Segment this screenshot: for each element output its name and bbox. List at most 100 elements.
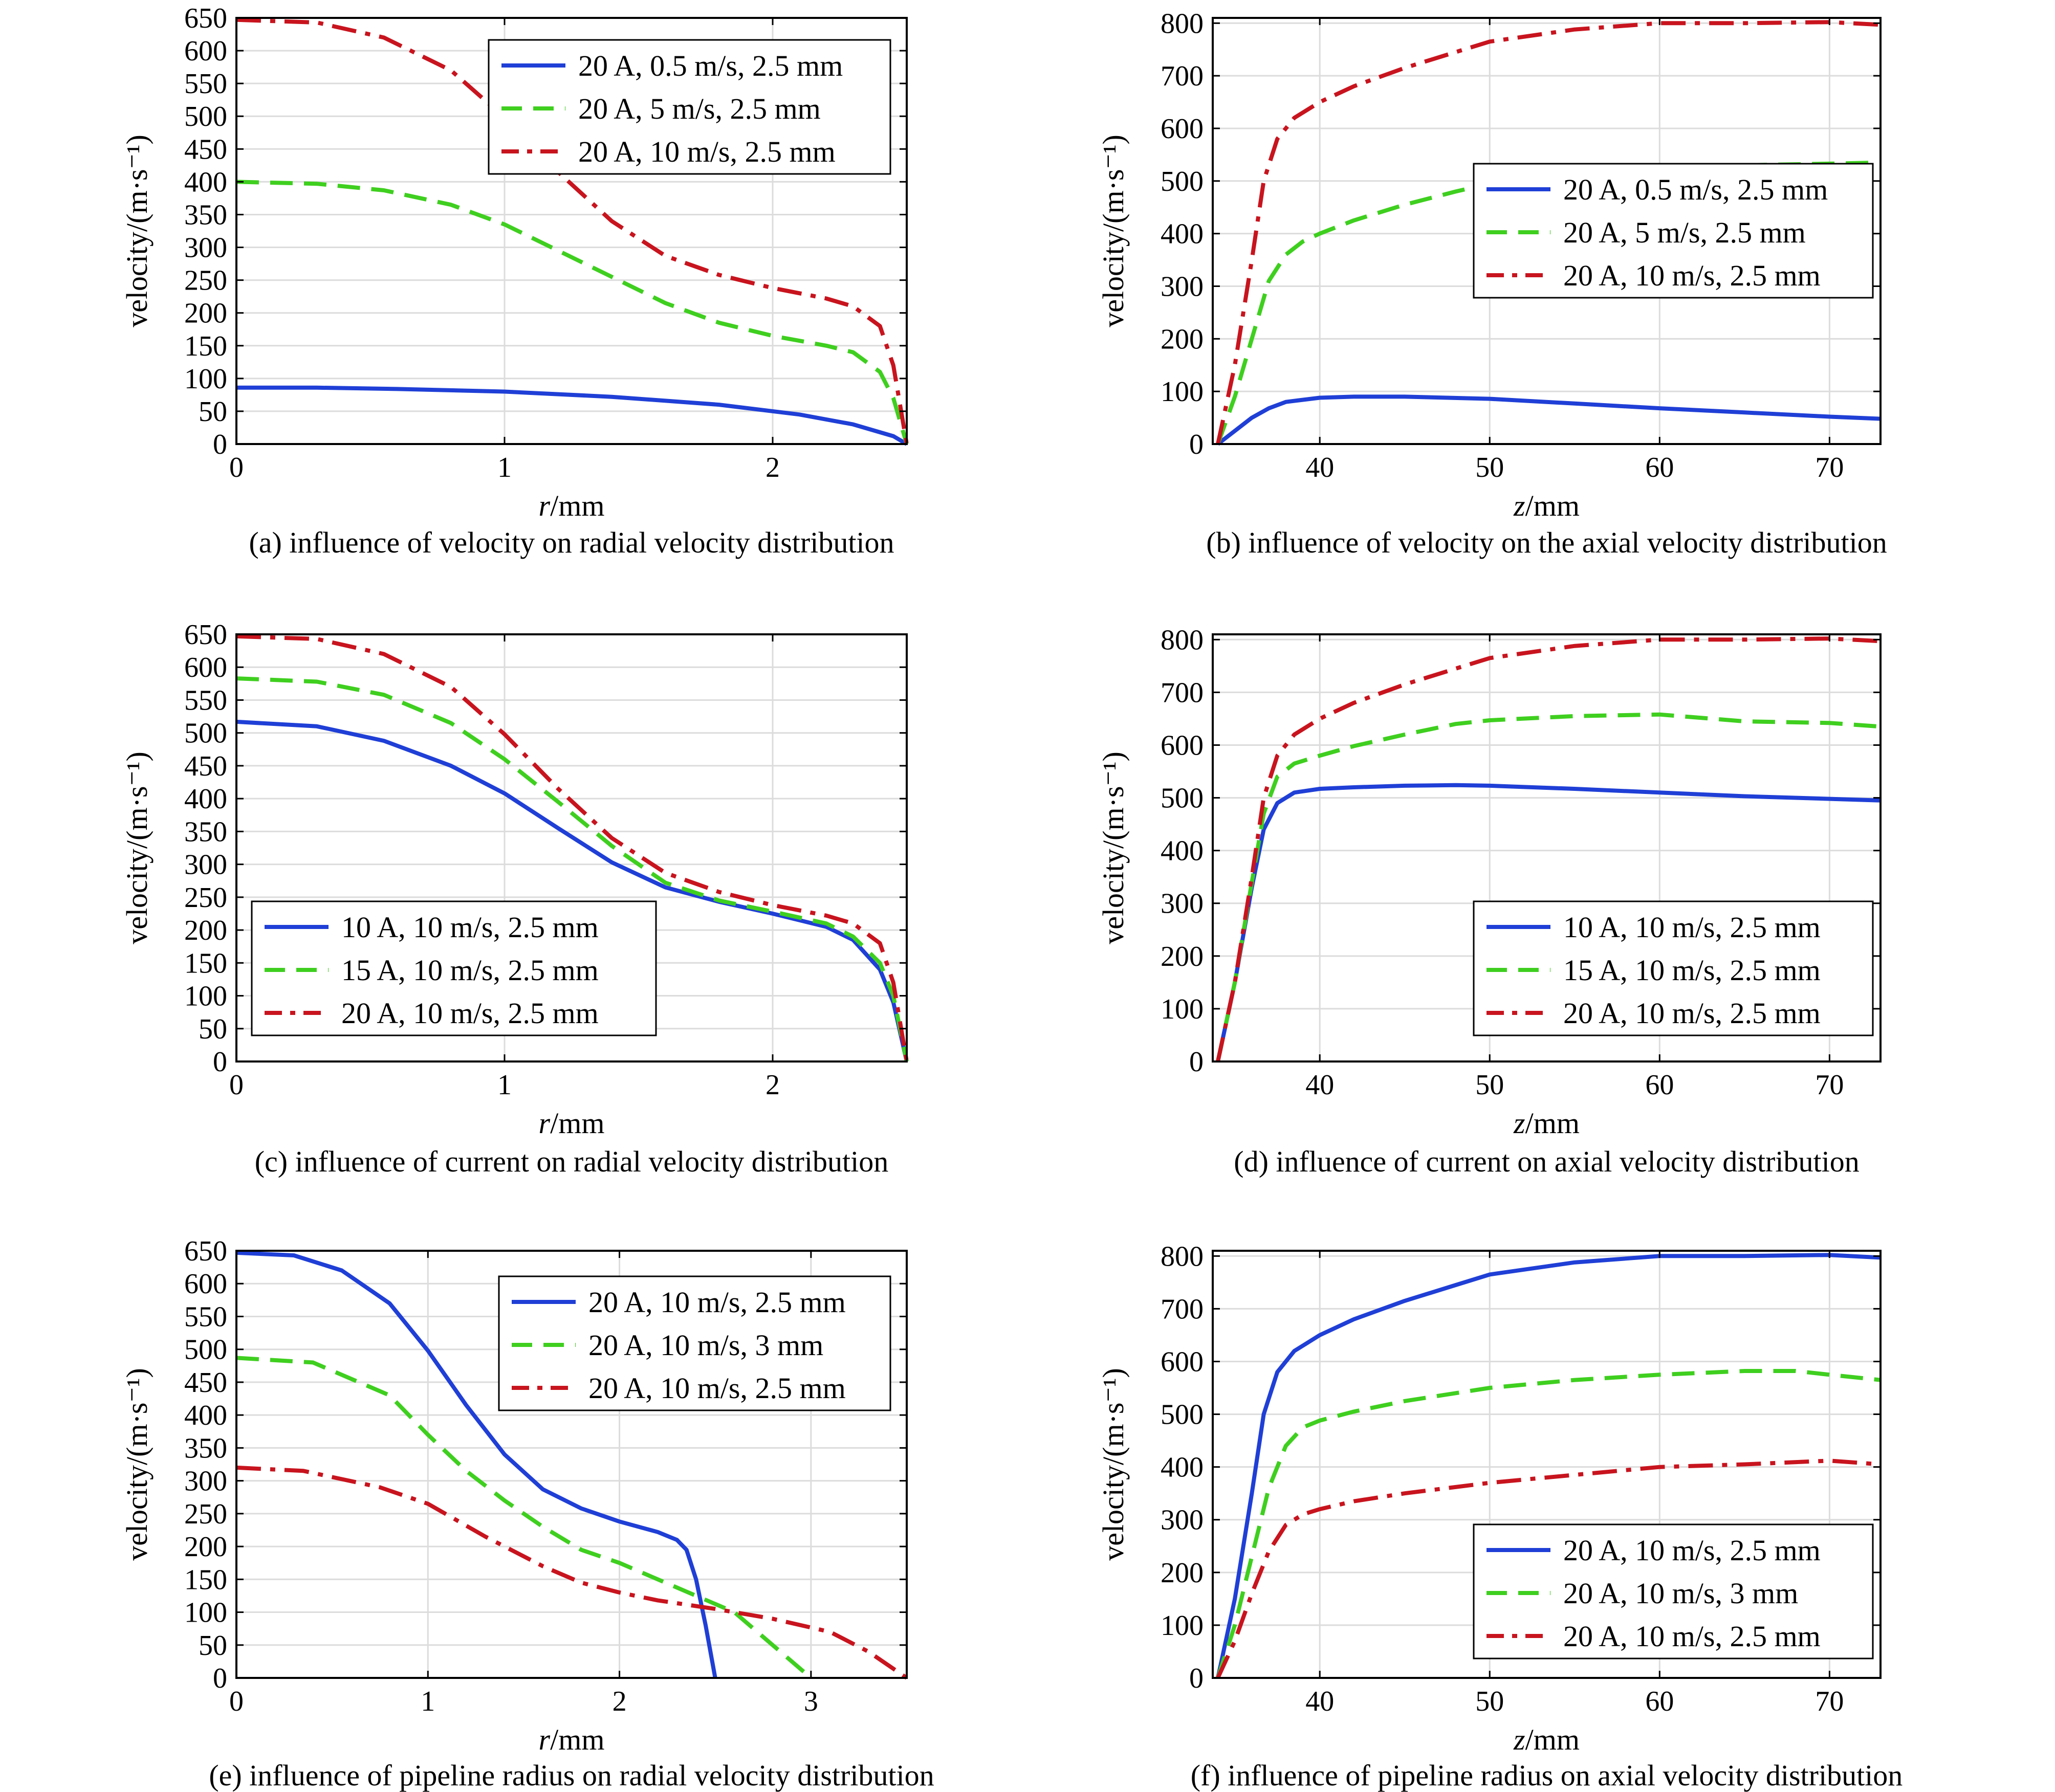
y-tick-label: 200	[184, 915, 227, 946]
y-tick-label: 350	[184, 199, 227, 231]
legend: 20 A, 0.5 m/s, 2.5 mm 20 A, 5 m/s, 2.5 mm…	[1473, 163, 1874, 299]
legend-entry-label: 20 A, 10 m/s, 2.5 mm	[588, 1286, 846, 1319]
y-tick-label: 0	[1189, 1046, 1204, 1078]
y-tick-label: 300	[184, 232, 227, 264]
x-axis-label-variable: z	[1513, 1107, 1525, 1140]
series-line	[236, 385, 908, 446]
chart-caption: (a) influence of velocity on radial velo…	[249, 526, 894, 559]
x-axis-label-unit: /mm	[550, 489, 604, 522]
legend: 20 A, 10 m/s, 2.5 mm 20 A, 10 m/s, 3 mm 20…	[1473, 1523, 1874, 1660]
y-axis-label: velocity/(m·s⁻¹)	[1097, 1368, 1130, 1561]
x-axis-label: z/mm	[1513, 1107, 1580, 1140]
y-tick-label: 400	[1161, 835, 1204, 867]
x-tick-label: 1	[497, 452, 512, 483]
legend-entry-label: 20 A, 10 m/s, 2.5 mm	[1563, 1534, 1821, 1567]
x-tick-label: 70	[1815, 1069, 1844, 1101]
x-axis-label-unit: /mm	[1525, 1107, 1580, 1140]
chart-caption: (b) influence of velocity on the axial v…	[1206, 526, 1887, 559]
y-tick-label: 300	[184, 849, 227, 881]
y-tick-label: 350	[184, 816, 227, 848]
x-axis-label: r/mm	[539, 489, 605, 522]
y-tick-label: 200	[1161, 941, 1204, 972]
legend-entry-label: 20 A, 10 m/s, 2.5 mm	[341, 997, 599, 1030]
y-tick-label: 250	[184, 265, 227, 297]
x-tick-label: 3	[804, 1686, 818, 1717]
y-tick-label: 0	[1189, 1663, 1204, 1694]
y-tick-label: 600	[1161, 729, 1204, 761]
y-tick-label: 500	[1161, 166, 1204, 197]
y-tick-label: 250	[184, 882, 227, 914]
x-axis-label: z/mm	[1513, 1723, 1580, 1756]
series-line	[236, 634, 909, 1062]
series-line	[236, 676, 909, 1062]
x-axis-label: z/mm	[1513, 489, 1580, 522]
y-tick-label: 300	[1161, 1505, 1204, 1536]
series-line	[1216, 1253, 1881, 1678]
x-tick-label: 1	[497, 1069, 512, 1101]
series-line	[236, 17, 909, 445]
series-line	[1216, 394, 1881, 446]
y-tick-label: 450	[184, 134, 227, 165]
y-axis-label: velocity/(m·s⁻¹)	[1097, 751, 1130, 944]
legend-entry-label: 10 A, 10 m/s, 2.5 mm	[341, 911, 599, 944]
y-tick-label: 200	[1161, 1557, 1204, 1589]
y-tick-label: 800	[1161, 1241, 1204, 1272]
chart-panel: 0 100 200 300 400 500 600 700 800 40 50 60 70 z/mm vel…	[1097, 624, 1882, 1178]
x-tick-label: 60	[1645, 1686, 1674, 1717]
x-axis-label-variable: r	[539, 489, 551, 522]
y-tick-label: 400	[184, 1400, 227, 1431]
y-tick-label: 150	[184, 330, 227, 362]
y-tick-label: 800	[1161, 624, 1204, 656]
y-tick-label: 200	[184, 1531, 227, 1563]
y-tick-label: 100	[184, 1597, 227, 1629]
y-tick-label: 100	[1161, 993, 1204, 1025]
series-line	[236, 1465, 908, 1680]
chart-caption: (e) influence of pipeline radius on radi…	[209, 1759, 934, 1792]
legend-entry-label: 20 A, 5 m/s, 2.5 mm	[1563, 216, 1806, 249]
y-tick-label: 300	[184, 1466, 227, 1497]
y-tick-label: 650	[184, 619, 227, 651]
y-tick-label: 650	[184, 3, 227, 34]
y-tick-label: 50	[199, 396, 227, 428]
x-tick-label: 40	[1305, 1686, 1334, 1717]
legend-entry-label: 20 A, 5 m/s, 2.5 mm	[578, 92, 821, 125]
legend-entry-label: 20 A, 10 m/s, 2.5 mm	[1563, 1620, 1821, 1653]
chart-caption: (f) influence of pipeline radius on axia…	[1191, 1759, 1903, 1792]
y-axis-label: velocity/(m·s⁻¹)	[120, 135, 154, 327]
y-tick-label: 0	[213, 1046, 227, 1078]
y-axis-label: velocity/(m·s⁻¹)	[120, 1368, 154, 1561]
y-tick-label: 600	[184, 1268, 227, 1300]
x-tick-label: 70	[1815, 1686, 1844, 1717]
y-tick-label: 450	[184, 750, 227, 782]
x-axis-label-unit: /mm	[1525, 489, 1580, 522]
y-tick-label: 100	[184, 981, 227, 1012]
y-tick-label: 400	[184, 783, 227, 815]
y-tick-label: 700	[1161, 677, 1204, 709]
x-axis-label-variable: z	[1513, 1723, 1525, 1756]
plot-frame	[235, 633, 908, 1063]
legend-entry-label: 20 A, 10 m/s, 2.5 mm	[1563, 997, 1821, 1030]
legend: 10 A, 10 m/s, 2.5 mm 15 A, 10 m/s, 2.5 mm…	[251, 900, 657, 1036]
series-line	[236, 180, 909, 445]
x-tick-label: 70	[1815, 452, 1844, 483]
chart-caption: (d) influence of current on axial veloci…	[1234, 1145, 1859, 1178]
y-tick-label: 0	[213, 429, 227, 460]
y-tick-label: 100	[184, 363, 227, 395]
y-tick-label: 50	[199, 1630, 227, 1662]
chart-panel: 0 100 200 300 400 500 600 700 800 40 50 60 70 z/mm vel…	[1097, 1241, 1903, 1792]
y-tick-label: 200	[184, 298, 227, 329]
y-tick-label: 300	[1161, 888, 1204, 920]
y-axis-label: velocity/(m·s⁻¹)	[1097, 135, 1130, 327]
x-axis-label-unit: /mm	[550, 1723, 604, 1756]
y-tick-label: 100	[1161, 376, 1204, 408]
y-tick-label: 400	[1161, 218, 1204, 250]
legend-box	[251, 900, 657, 1036]
x-axis-label: r/mm	[539, 1723, 605, 1756]
x-tick-label: 40	[1305, 452, 1334, 483]
x-axis-label-unit: /mm	[550, 1107, 604, 1140]
legend-entry-label: 20 A, 10 m/s, 2.5 mm	[1563, 259, 1821, 292]
y-tick-label: 550	[184, 684, 227, 716]
